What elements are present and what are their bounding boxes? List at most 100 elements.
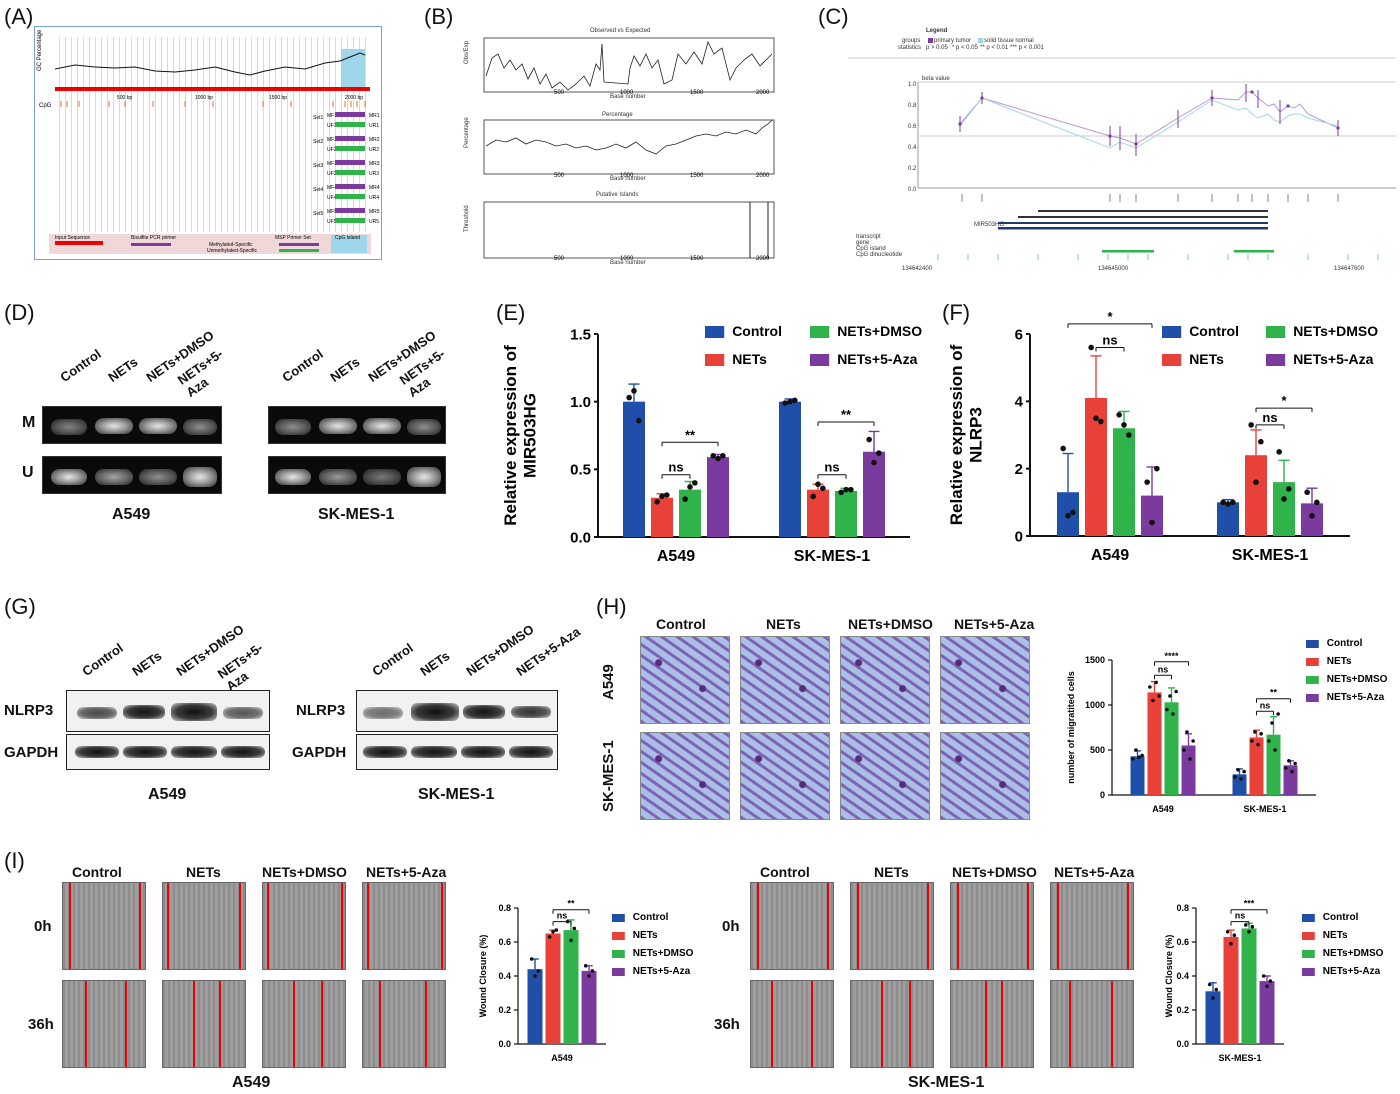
legend-label: NETs+DMSO bbox=[1327, 674, 1388, 685]
sig-label: ** bbox=[685, 427, 696, 442]
y-tick-label: 0 bbox=[1100, 790, 1105, 800]
gel-lane-control: Control bbox=[57, 346, 104, 385]
y-tick-label: 0.8 bbox=[498, 903, 511, 913]
chart-e-mir503hg: 0.0 0.5 1.0 1.5 Relative expression of MIR503… bbox=[501, 323, 922, 565]
y-axis-label-line2: MIR503HG bbox=[521, 393, 540, 478]
wb-lane-nets: NETs bbox=[129, 648, 165, 679]
legend-swatch bbox=[705, 354, 725, 366]
wound-time-0h-2: 0h bbox=[722, 918, 740, 935]
bar-nets bbox=[545, 933, 561, 1044]
data-point bbox=[1284, 766, 1288, 770]
data-point bbox=[1233, 775, 1237, 779]
legend-swatch bbox=[705, 326, 725, 338]
data-point bbox=[1174, 689, 1178, 694]
data-point bbox=[1248, 422, 1254, 428]
legend-swatch bbox=[1162, 354, 1182, 366]
panel-c-track-gene: gene bbox=[856, 240, 870, 246]
data-point bbox=[654, 499, 660, 505]
data-point bbox=[1154, 680, 1158, 685]
data-point bbox=[631, 388, 637, 394]
primer-label: UF3 bbox=[327, 171, 337, 177]
y-tick-label: 2 bbox=[1015, 461, 1023, 478]
legend-swatch bbox=[1302, 914, 1315, 922]
wound-col-nets: NETs bbox=[186, 864, 221, 880]
bar-control bbox=[527, 969, 543, 1044]
transwell-skmes-nets bbox=[740, 732, 830, 820]
data-point bbox=[1243, 923, 1248, 927]
wound-cell-skmes: SK-MES-1 bbox=[908, 1074, 985, 1091]
data-point bbox=[1268, 979, 1273, 983]
panel-b-ylabel-1: Obs/Exp bbox=[464, 40, 470, 64]
primer-unmethylated bbox=[335, 146, 365, 151]
wound-skmes-0h-nets bbox=[850, 882, 934, 970]
y-tick-label: 0.8 bbox=[1176, 903, 1189, 913]
bar-nets bbox=[1223, 936, 1239, 1044]
legend-swatch bbox=[810, 326, 830, 338]
data-point bbox=[1060, 445, 1066, 452]
wound-time-36h: 36h bbox=[28, 1016, 54, 1033]
data-point bbox=[866, 436, 872, 443]
data-point bbox=[664, 492, 670, 498]
primer-label: UF2 bbox=[327, 147, 337, 153]
data-point bbox=[1236, 768, 1240, 772]
primer-label: MR2 bbox=[369, 137, 380, 143]
legend-label: NETs bbox=[1327, 656, 1352, 667]
bar-nets-dmso bbox=[679, 489, 701, 537]
legend-label: NETs bbox=[732, 351, 767, 367]
legend-input-sequence: Input Sequence bbox=[55, 235, 90, 241]
panel-b-x3-2000: 2000 bbox=[756, 256, 770, 262]
data-point bbox=[1250, 739, 1254, 743]
panel-a-tick-500: 500 bp bbox=[117, 95, 133, 101]
transwell-col-nets: NETs bbox=[766, 616, 801, 632]
data-point bbox=[1148, 685, 1152, 689]
wound-a549-0h-dmso bbox=[262, 882, 346, 970]
data-point bbox=[715, 455, 721, 462]
transwell-skmes-control bbox=[640, 732, 730, 820]
wb-row-nlrp3-2: NLRP3 bbox=[296, 702, 346, 719]
panel-b-x1-2000: 2000 bbox=[756, 90, 770, 96]
data-point bbox=[1182, 748, 1186, 752]
chart-i-skmes-wound: 0.0 0.2 0.4 0.6 0.8 Wound Closure (%) SK-MES-1… bbox=[1164, 899, 1384, 1063]
legend-label: NETs bbox=[633, 930, 658, 941]
primer-methylated bbox=[335, 136, 365, 141]
data-point bbox=[1253, 479, 1259, 485]
panel-c-track-cpg: CpG dinucleotide bbox=[856, 252, 903, 258]
data-point bbox=[1258, 438, 1264, 445]
data-point bbox=[569, 938, 573, 943]
panel-c-group-normal: solid tissue normal bbox=[984, 38, 1034, 44]
primer-unmethylated bbox=[335, 218, 365, 223]
panel-c-ytick-06: 0.6 bbox=[908, 124, 917, 130]
y-tick-label: 1000 bbox=[1085, 700, 1105, 710]
primer-label: UF1 bbox=[327, 123, 337, 129]
legend-swatch bbox=[1302, 968, 1315, 976]
bar-control bbox=[1130, 756, 1145, 795]
panel-a-tick-2000: 2000 bp bbox=[345, 95, 363, 101]
wb-lane-nets-2: NETs bbox=[417, 648, 453, 679]
data-point bbox=[787, 398, 793, 405]
data-point bbox=[1239, 777, 1243, 781]
data-point bbox=[551, 930, 555, 934]
data-point bbox=[1154, 465, 1160, 472]
primer-label: MF4 bbox=[327, 185, 337, 191]
panel-b-xlabel-1: Base number bbox=[610, 94, 646, 100]
wound-skmes-36h-control bbox=[750, 980, 834, 1068]
panel-b-title-2: Percentage bbox=[602, 112, 633, 118]
panel-c-legend-title: Legend bbox=[926, 28, 948, 34]
data-point bbox=[636, 417, 642, 424]
panel-b-graph: Observed vs Expected Percentage Putative… bbox=[464, 28, 775, 266]
legend-swatch bbox=[612, 950, 625, 958]
legend-swatch bbox=[1266, 326, 1286, 338]
primer-label: MF5 bbox=[327, 209, 337, 215]
y-axis-label: Wound Closure (%) bbox=[1164, 935, 1174, 1018]
bar-control bbox=[1232, 774, 1247, 795]
primer-unmethylated bbox=[335, 194, 365, 199]
wb-a549-nlrp3 bbox=[66, 690, 270, 732]
bar-nets-dmso bbox=[1113, 428, 1135, 536]
panel-b-x2-1500: 1500 bbox=[690, 173, 704, 179]
data-point bbox=[1121, 422, 1127, 428]
panel-a-methprimer: GC Percentage 500 bp 1000 bp 1500 bp 200… bbox=[34, 26, 382, 260]
data-point bbox=[720, 453, 726, 459]
primer-label: MR1 bbox=[369, 113, 380, 119]
panel-c-stat-3: *** p < 0.001 bbox=[1010, 45, 1045, 51]
panel-label-h: (H) bbox=[596, 594, 627, 619]
